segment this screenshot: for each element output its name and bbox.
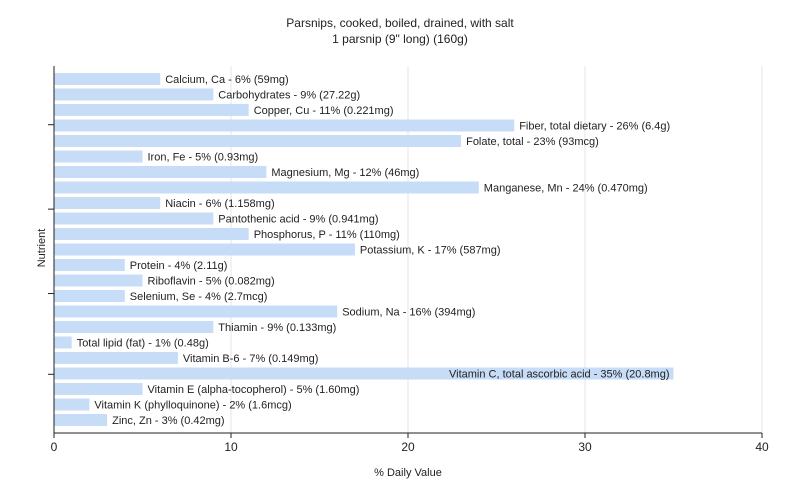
bar-10	[54, 228, 249, 240]
x-tick-label-4: 40	[755, 440, 769, 454]
bar-label-2: Copper, Cu - 11% (0.221mg)	[254, 105, 394, 117]
bar-label-8: Niacin - 6% (1.158mg)	[165, 198, 274, 210]
bar-label-1: Carbohydrates - 9% (27.22g)	[218, 90, 360, 102]
bar-label-7: Manganese, Mn - 24% (0.470mg)	[484, 183, 648, 195]
chart-subtitle: 1 parsnip (9" long) (160g)	[332, 32, 468, 46]
bar-3	[54, 119, 515, 132]
bar-12	[54, 259, 125, 271]
bar-0	[54, 73, 161, 85]
bar-label-12: Protein - 4% (2.11g)	[130, 260, 228, 272]
bar-4	[54, 135, 462, 147]
bar-8	[54, 197, 161, 209]
bar-label-21: Vitamin K (phylloquinone) - 2% (1.6mcg)	[94, 400, 291, 412]
x-tick-label-0: 0	[51, 440, 58, 454]
bar-17	[54, 336, 72, 349]
bar-label-10: Phosphorus, P - 11% (110mg)	[254, 229, 400, 241]
bar-label-18: Vitamin B-6 - 7% (0.149mg)	[183, 353, 319, 365]
bar-13	[54, 274, 143, 287]
bar-19	[54, 367, 674, 380]
bar-16	[54, 321, 214, 333]
bar-2	[54, 104, 249, 116]
bar-label-13: Riboflavin - 5% (0.082mg)	[148, 276, 275, 288]
bar-label-3: Fiber, total dietary - 26% (6.4g)	[519, 121, 670, 133]
bar-5	[54, 150, 143, 163]
bar-label-19: Vitamin C, total ascorbic acid - 35% (20…	[449, 369, 670, 381]
y-axis-label: Nutrient	[36, 229, 48, 268]
bar-22	[54, 414, 108, 426]
bar-label-9: Pantothenic acid - 9% (0.941mg)	[218, 214, 378, 226]
axes: 0 10 20 30 40	[48, 66, 769, 454]
bar-label-14: Selenium, Se - 4% (2.7mcg)	[130, 291, 268, 303]
bar-label-20: Vitamin E (alpha-tocopherol) - 5% (1.60m…	[148, 384, 360, 396]
bar-label-15: Sodium, Na - 16% (394mg)	[342, 307, 475, 319]
x-axis-label: % Daily Value	[374, 467, 442, 479]
bar-label-16: Thiamin - 9% (0.133mg)	[218, 322, 336, 334]
bar-label-5: Iron, Fe - 5% (0.93mg)	[148, 152, 259, 164]
bars	[54, 73, 674, 426]
bar-15	[54, 305, 338, 318]
bar-9	[54, 212, 214, 225]
bar-labels: Calcium, Ca - 6% (59mg) Carbohydrates - 9…	[77, 74, 671, 427]
bar-label-11: Potassium, K - 17% (587mg)	[360, 245, 501, 257]
bar-6	[54, 166, 267, 178]
x-tick-label-1: 10	[224, 440, 238, 454]
bar-20	[54, 383, 143, 395]
bar-11	[54, 243, 355, 256]
bar-label-0: Calcium, Ca - 6% (59mg)	[165, 74, 288, 86]
bar-18	[54, 352, 178, 364]
bar-label-4: Folate, total - 23% (93mcg)	[466, 136, 599, 148]
x-tick-label-2: 20	[401, 440, 415, 454]
bar-7	[54, 181, 479, 194]
bar-1	[54, 88, 214, 101]
chart-title-block: Parsnips, cooked, boiled, drained, with …	[0, 15, 800, 47]
bar-label-6: Magnesium, Mg - 12% (46mg)	[271, 167, 419, 179]
bar-14	[54, 290, 125, 302]
chart-title: Parsnips, cooked, boiled, drained, with …	[286, 16, 514, 30]
bar-21	[54, 398, 90, 411]
bar-label-22: Zinc, Zn - 3% (0.42mg)	[112, 415, 224, 427]
x-tick-label-3: 30	[578, 440, 592, 454]
bar-label-17: Total lipid (fat) - 1% (0.48g)	[77, 338, 209, 350]
